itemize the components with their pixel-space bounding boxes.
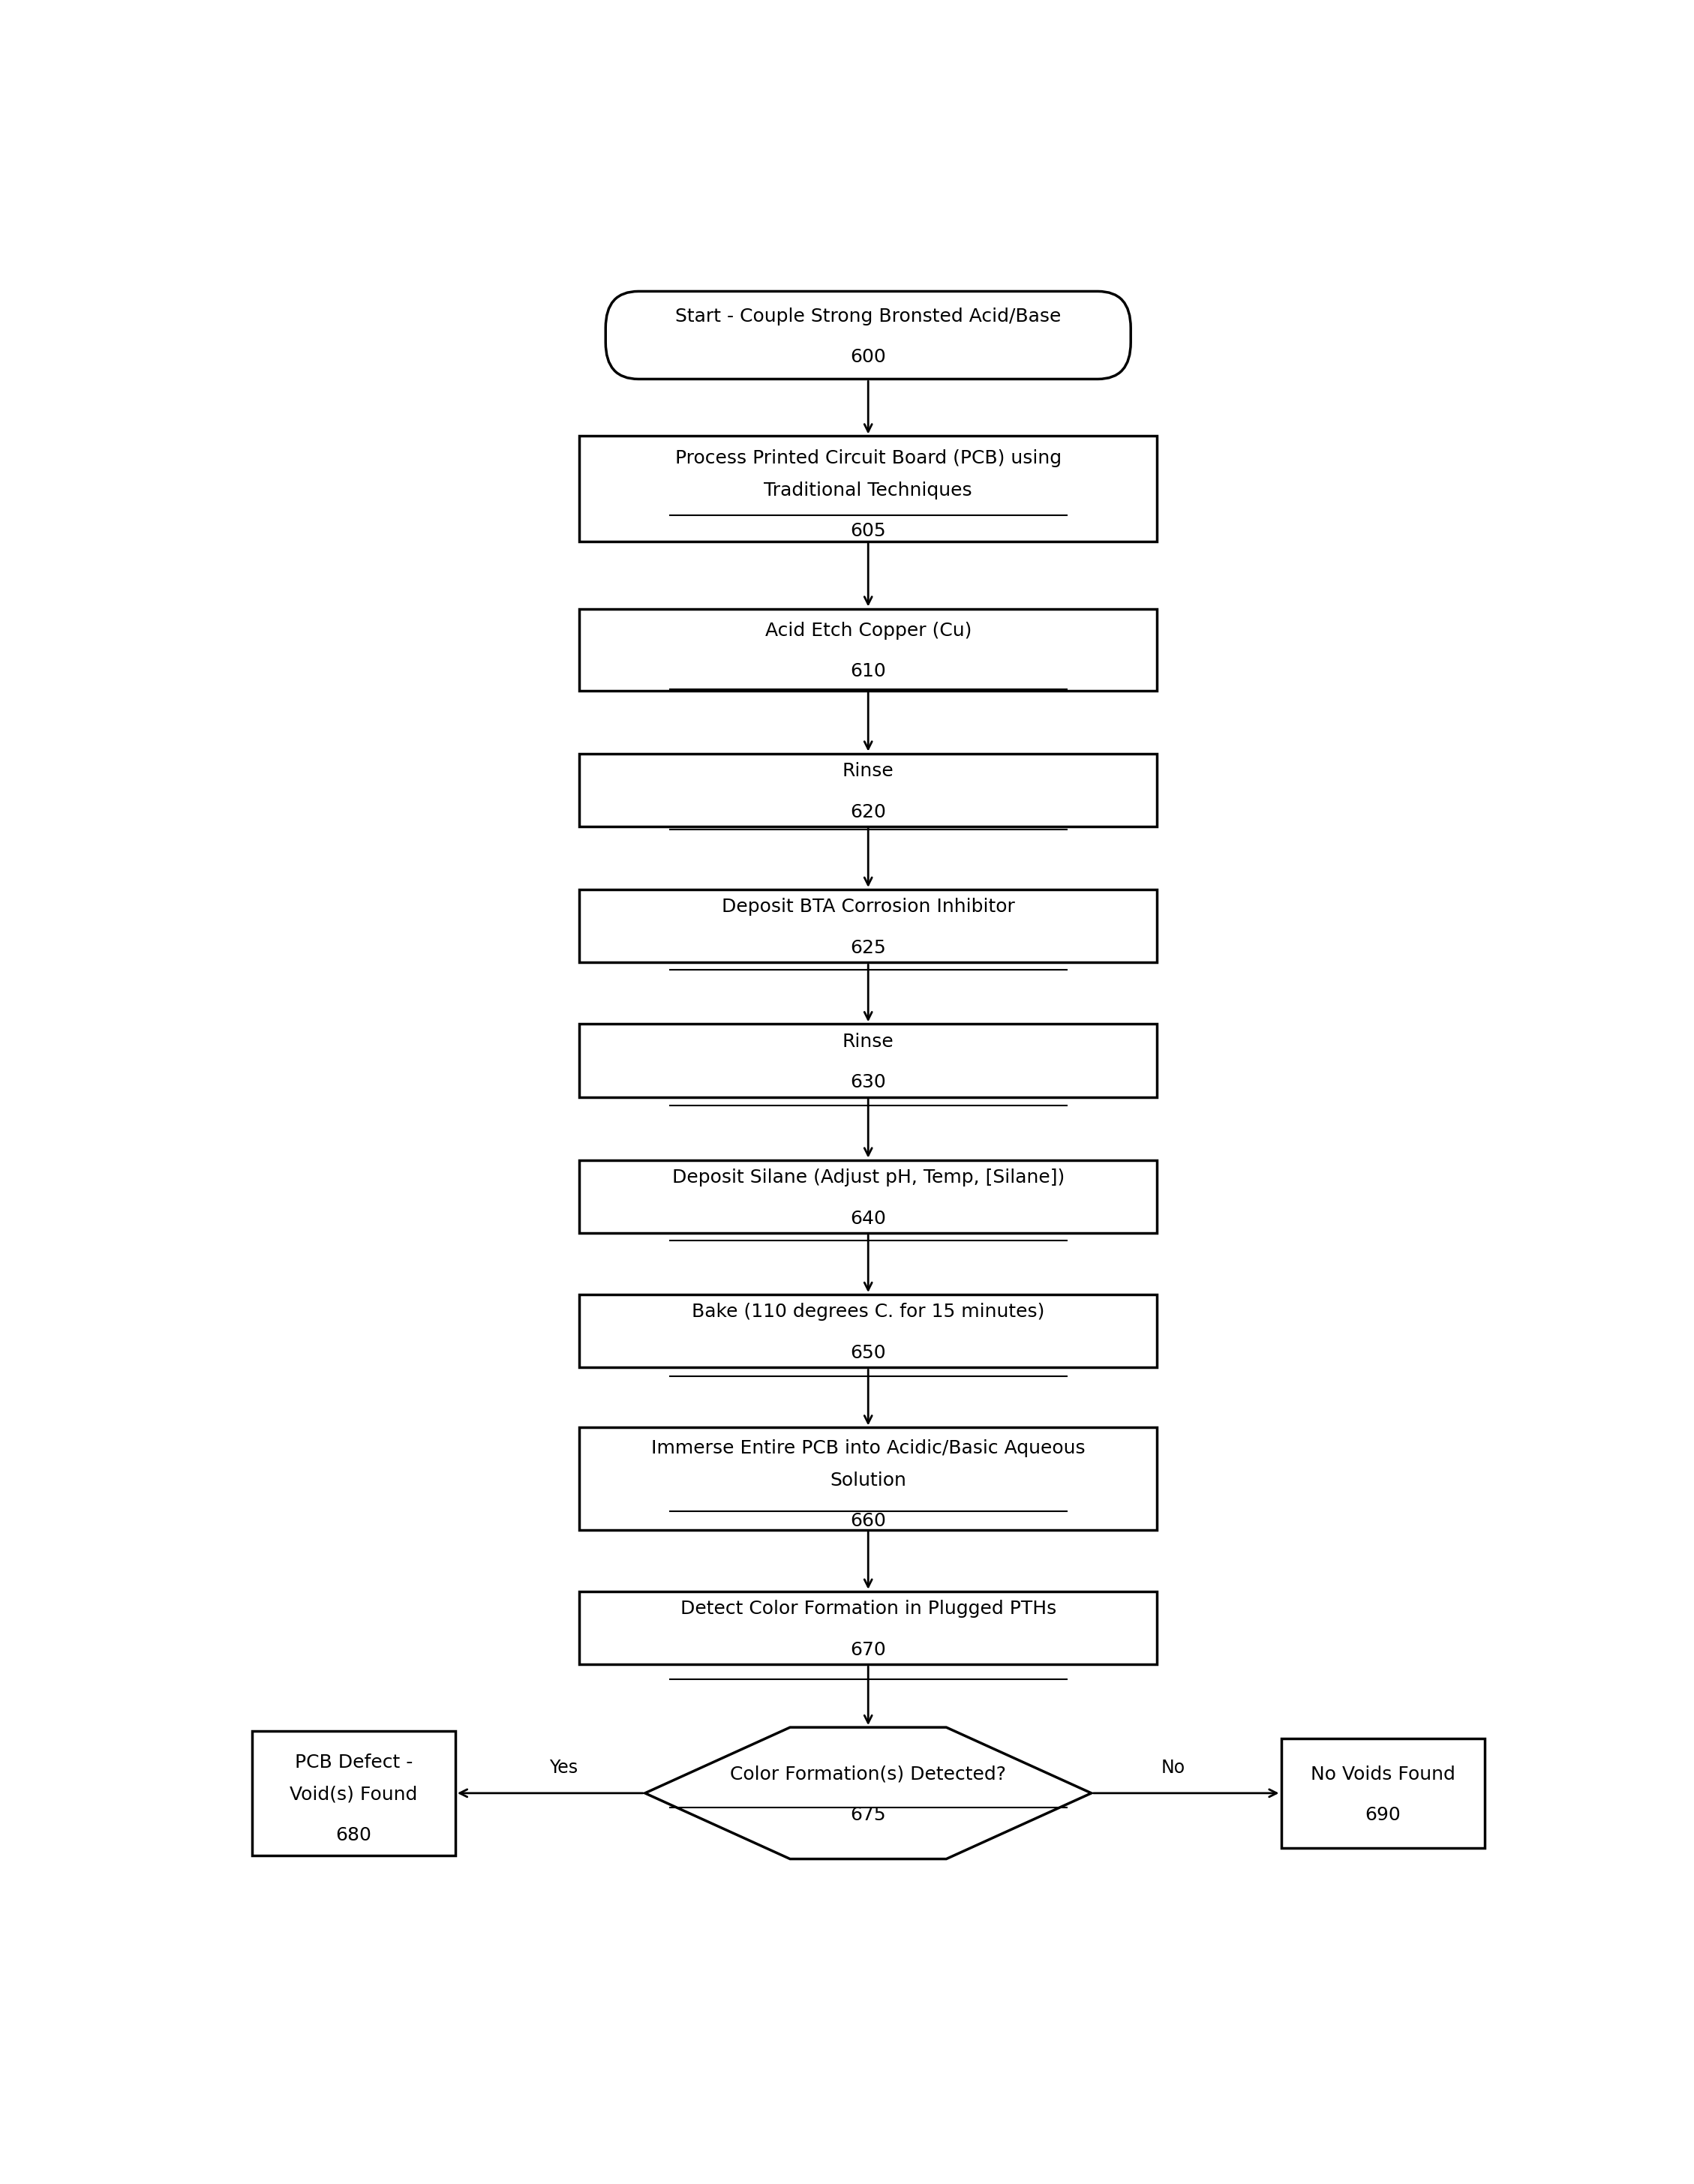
Text: 650: 650 xyxy=(850,1343,886,1363)
Bar xyxy=(579,609,1157,690)
Text: PCB Defect -: PCB Defect - xyxy=(295,1754,413,1771)
Text: 675: 675 xyxy=(850,1806,886,1824)
Text: Rinse: Rinse xyxy=(842,762,894,780)
Bar xyxy=(252,1732,456,1854)
Text: No Voids Found: No Voids Found xyxy=(1311,1765,1455,1782)
Text: Process Printed Circuit Board (PCB) using: Process Printed Circuit Board (PCB) usin… xyxy=(674,450,1062,467)
Text: 630: 630 xyxy=(850,1075,886,1092)
Bar xyxy=(579,1024,1157,1096)
Text: 620: 620 xyxy=(850,804,886,821)
Text: Yes: Yes xyxy=(549,1758,578,1778)
Bar xyxy=(579,1160,1157,1234)
Text: Void(s) Found: Void(s) Found xyxy=(290,1787,417,1804)
Text: Deposit Silane (Adjust pH, Temp, [Silane]): Deposit Silane (Adjust pH, Temp, [Silane… xyxy=(673,1168,1064,1186)
Bar xyxy=(579,1295,1157,1367)
FancyBboxPatch shape xyxy=(606,290,1132,380)
Text: 610: 610 xyxy=(850,662,886,681)
Text: Immerse Entire PCB into Acidic/Basic Aqueous: Immerse Entire PCB into Acidic/Basic Aqu… xyxy=(650,1439,1086,1457)
Polygon shape xyxy=(645,1728,1091,1859)
Bar xyxy=(579,1592,1157,1664)
Text: 605: 605 xyxy=(850,522,886,539)
Text: Acid Etch Copper (Cu): Acid Etch Copper (Cu) xyxy=(766,622,971,640)
Text: 600: 600 xyxy=(850,347,886,367)
Text: 640: 640 xyxy=(850,1210,886,1227)
Bar xyxy=(579,889,1157,963)
Text: 660: 660 xyxy=(850,1511,886,1531)
Bar xyxy=(579,437,1157,542)
Text: 670: 670 xyxy=(850,1640,886,1660)
Text: Detect Color Formation in Plugged PTHs: Detect Color Formation in Plugged PTHs xyxy=(681,1601,1055,1618)
Bar xyxy=(579,753,1157,826)
Text: Start - Couple Strong Bronsted Acid/Base: Start - Couple Strong Bronsted Acid/Base xyxy=(676,308,1060,325)
Text: Color Formation(s) Detected?: Color Formation(s) Detected? xyxy=(730,1765,1006,1782)
Text: Rinse: Rinse xyxy=(842,1033,894,1051)
Text: Solution: Solution xyxy=(830,1472,906,1489)
Text: 690: 690 xyxy=(1365,1806,1401,1824)
Text: Traditional Techniques: Traditional Techniques xyxy=(764,480,972,500)
Text: 625: 625 xyxy=(850,939,886,957)
Text: 680: 680 xyxy=(335,1826,371,1845)
Text: Deposit BTA Corrosion Inhibitor: Deposit BTA Corrosion Inhibitor xyxy=(722,898,1015,915)
Bar xyxy=(1281,1738,1484,1848)
Text: No: No xyxy=(1160,1758,1186,1778)
Text: Bake (110 degrees C. for 15 minutes): Bake (110 degrees C. for 15 minutes) xyxy=(691,1304,1045,1321)
Bar xyxy=(579,1428,1157,1531)
